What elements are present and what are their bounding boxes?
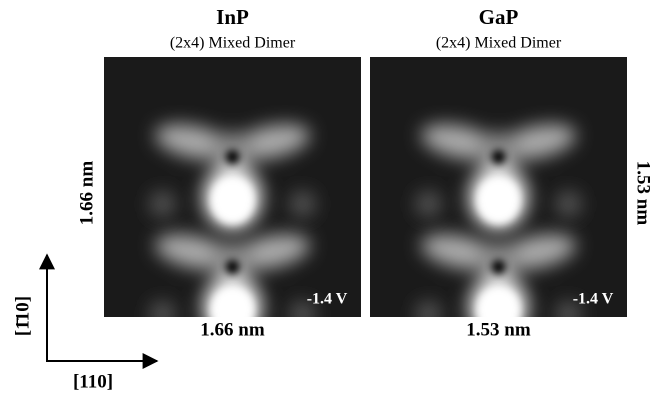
panel-subtitle: (2x4) Mixed Dimer [170, 35, 296, 52]
figure: InP (2x4) Mixed Dimer -1.4 V 1.66 nm 1.66 nm… [0, 0, 672, 400]
vertical-axis-label: [1̄10] [12, 296, 33, 336]
width-label: 1.66 nm [200, 319, 265, 340]
panel-title: InP [216, 5, 249, 29]
horizontal-axis-label: [110] [73, 371, 113, 392]
panel-title: GaP [479, 5, 519, 29]
panel: GaP (2x4) Mixed Dimer -1.4 V 1.53 nm 1.53 nm [370, 5, 654, 341]
width-label: 1.53 nm [466, 319, 531, 340]
height-label: 1.66 nm [76, 161, 97, 226]
bias-label: -1.4 V [307, 291, 348, 308]
panels: InP (2x4) Mixed Dimer -1.4 V 1.66 nm 1.66 nm… [76, 5, 653, 341]
bias-label: -1.4 V [573, 291, 614, 308]
panel-subtitle: (2x4) Mixed Dimer [436, 35, 562, 52]
panel: InP (2x4) Mixed Dimer -1.4 V 1.66 nm 1.66 nm [76, 5, 361, 341]
height-label: 1.53 nm [633, 161, 654, 226]
